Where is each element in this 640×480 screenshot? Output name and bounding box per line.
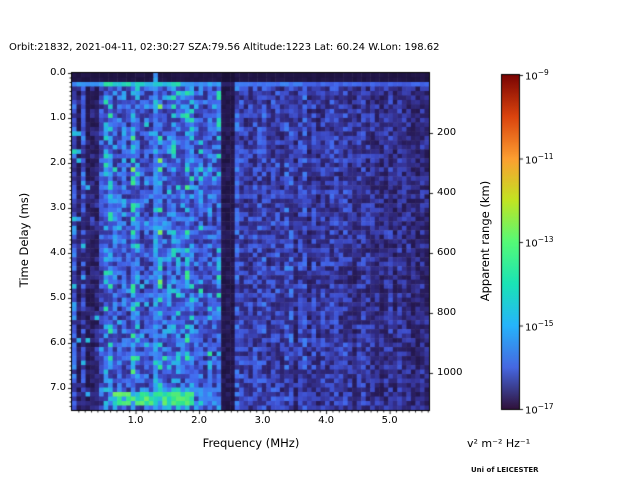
colorbar-unit-label: v² m⁻² Hz⁻¹ — [467, 437, 531, 450]
y-tick-label: 6.0 — [50, 336, 66, 348]
y-tick-label: 0.0 — [50, 67, 66, 78]
apparent-range-tick-label: 800 — [437, 306, 457, 318]
y-tick-label: 7.0 — [50, 381, 66, 393]
colorbar-tick-label: 10−11 — [525, 151, 554, 166]
plot-title: Orbit:21832, 2021-04-11, 02:30:27 SZA:79… — [9, 42, 440, 53]
x-tick-label: 3.0 — [254, 415, 271, 426]
y-tick-label: 4.0 — [50, 246, 66, 258]
colorbar-tick-label: 10−13 — [525, 235, 554, 250]
x-tick-label: 5.0 — [381, 415, 398, 426]
apparent-range-tick-label: 400 — [437, 186, 457, 198]
y-tick-label: 2.0 — [50, 156, 66, 168]
time-delay-axis-label: Time Delay (ms) — [17, 192, 31, 288]
apparent-range-tick-label: 600 — [437, 246, 457, 258]
colorbar-tick-label: 10−15 — [525, 318, 554, 333]
apparent-range-tick-label: 200 — [437, 126, 457, 138]
apparent-range-tick-label: 1000 — [437, 366, 463, 378]
colorbar-tick-label: 10−9 — [525, 68, 549, 83]
watermark: Uni of LEICESTER — [471, 466, 539, 474]
y-tick-label: 5.0 — [50, 291, 66, 303]
x-tick-label: 1.0 — [127, 415, 144, 426]
y-tick-label: 1.0 — [50, 111, 66, 123]
frequency-axis-label: Frequency (MHz) — [202, 436, 300, 450]
colorbar-tick-label: 10−17 — [525, 402, 554, 417]
x-tick-label: 4.0 — [318, 415, 335, 426]
apparent-range-axis-label: Apparent range (km) — [478, 180, 492, 302]
x-tick-label: 2.0 — [191, 415, 207, 426]
y-tick-label: 3.0 — [50, 201, 66, 213]
